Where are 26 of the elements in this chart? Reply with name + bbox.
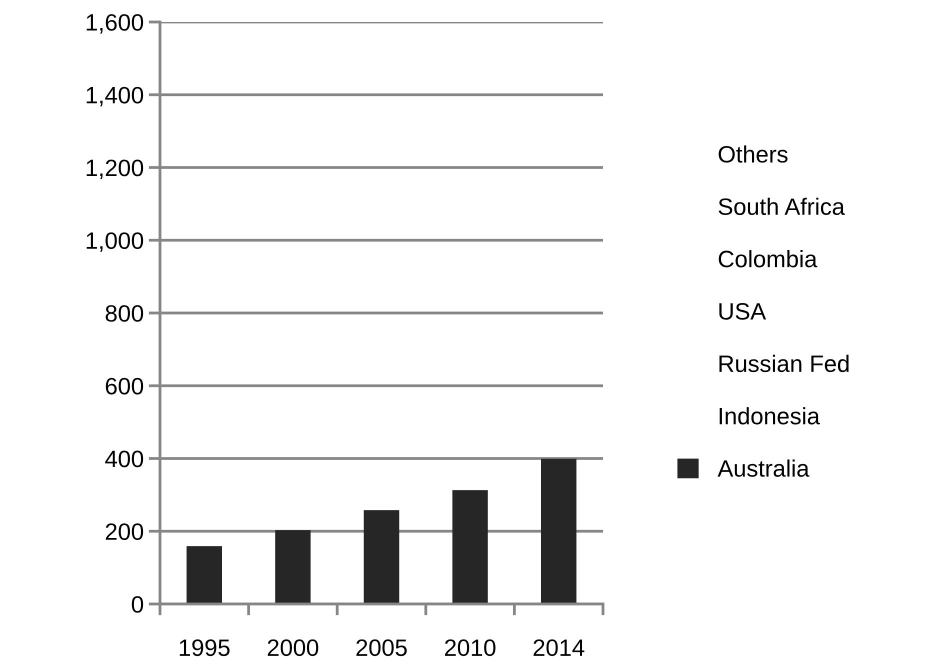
text: Colombia <box>718 250 818 268</box>
y-tick-label: 0 <box>132 596 144 613</box>
bar <box>186 546 222 604</box>
y-tick-label: 1,000 <box>86 232 144 252</box>
text: Indonesia <box>720 407 820 424</box>
y-tick-label: 200 <box>106 523 144 540</box>
x-tick-label: 2010 <box>445 639 496 656</box>
bar <box>540 458 576 604</box>
bar <box>275 530 311 604</box>
x-tick-label: 2014 <box>534 639 584 656</box>
text: Russian Fed <box>719 354 849 372</box>
y-tick-label: 1,600 <box>86 14 144 34</box>
x-tick-label: 2005 <box>356 639 407 656</box>
text: South Africa <box>718 198 845 216</box>
y-tick-label: 800 <box>106 305 144 322</box>
legend-label: Australia <box>718 459 810 477</box>
text: Others <box>718 145 788 163</box>
y-tick-label: 600 <box>106 378 144 395</box>
bar <box>452 490 488 604</box>
y-tick-label: 400 <box>105 450 144 468</box>
text: USA <box>719 303 766 320</box>
y-tick-label: 1,400 <box>86 86 144 106</box>
x-tick-label: 2000 <box>268 639 318 656</box>
y-tick-label: 1,200 <box>86 160 144 180</box>
bar <box>364 510 400 604</box>
x-tick-label: 1995 <box>180 639 230 656</box>
